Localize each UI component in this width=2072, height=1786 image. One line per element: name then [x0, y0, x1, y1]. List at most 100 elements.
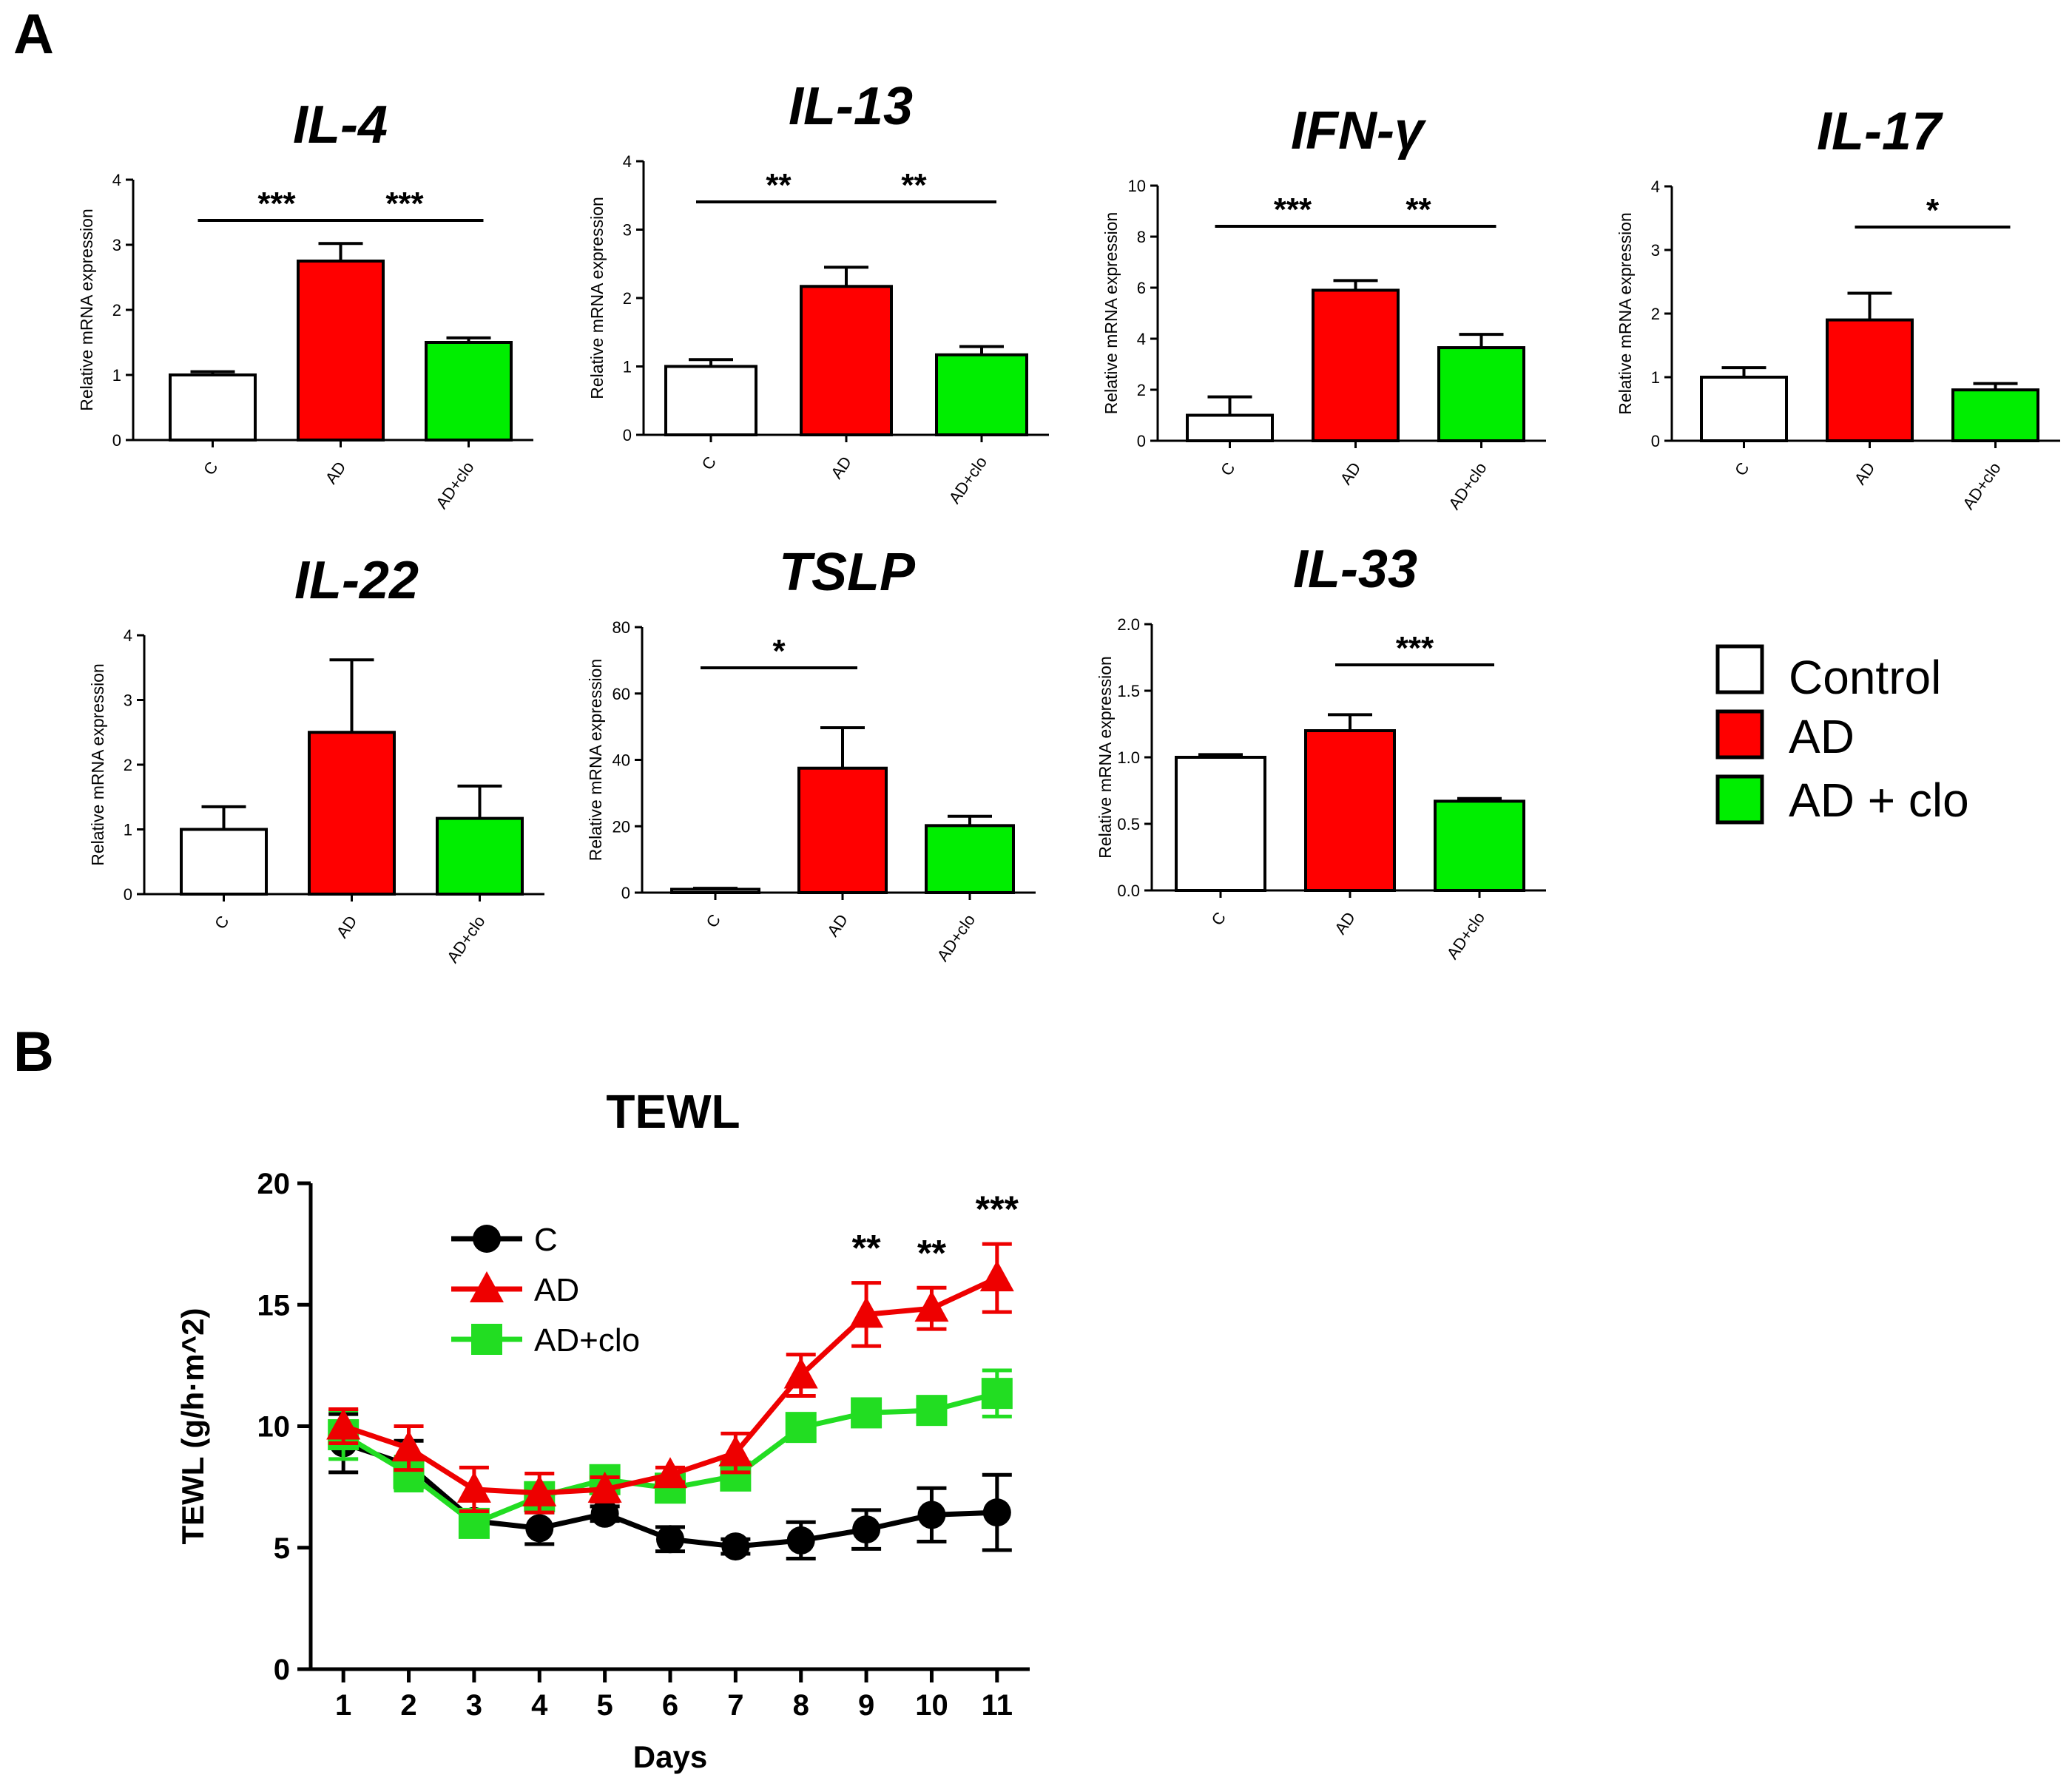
- data-point: [525, 1514, 554, 1543]
- data-point: [852, 1515, 881, 1544]
- x-tick-label: C: [200, 458, 222, 478]
- x-tick-label: AD+clo: [934, 911, 979, 965]
- y-tick-label: 2: [1651, 305, 1660, 323]
- y-tick-label: 80: [613, 618, 630, 637]
- bar-adclo: [925, 824, 1015, 895]
- y-tick-label: 1: [124, 821, 132, 839]
- data-point: [851, 1397, 883, 1429]
- y-tick-label: 4: [112, 171, 121, 189]
- x-tick-label: C: [698, 453, 721, 473]
- x-tick-label: 4: [531, 1689, 548, 1722]
- chart-title: TEWL: [606, 1085, 740, 1138]
- y-tick-label: 2: [112, 301, 121, 319]
- significance-label: ***: [976, 1188, 1019, 1230]
- bar-chart-il-4: IL-4 Relative mRNA expression 0 1 2 3 4 C AD AD+c…: [77, 95, 533, 512]
- bar-ad: [797, 766, 888, 894]
- bar-c: [1175, 756, 1266, 892]
- x-tick-label: 1: [335, 1689, 351, 1722]
- y-tick-label: 2: [1137, 381, 1146, 399]
- bar-adclo: [1434, 799, 1525, 893]
- bar-ad: [297, 260, 385, 442]
- bar-ad: [1826, 318, 1914, 442]
- significance-label: **: [901, 167, 927, 203]
- y-axis-label: Relative mRNA expression: [77, 209, 96, 411]
- x-tick-label: 5: [597, 1689, 613, 1722]
- y-tick-label: 4: [623, 152, 632, 171]
- y-tick-label: 2: [623, 289, 632, 308]
- chart-title: IL-13: [789, 77, 913, 136]
- data-point: [783, 1357, 818, 1389]
- line-legend: C AD AD+clo: [451, 1222, 640, 1359]
- data-point: [786, 1526, 815, 1555]
- x-tick-label: AD+clo: [1959, 459, 2005, 513]
- data-point: [656, 1525, 684, 1554]
- x-tick-label: 9: [858, 1689, 874, 1722]
- bar-adclo: [436, 816, 524, 896]
- x-tick-label: 3: [466, 1689, 482, 1722]
- x-tick-label: AD+clo: [1445, 459, 1491, 513]
- y-tick-label: 0: [623, 426, 632, 444]
- bar-chart-il-22: IL-22 Relative mRNA expression 0 1 2 3 4 C AD AD+…: [88, 551, 544, 966]
- y-tick-label: 1: [112, 366, 121, 385]
- significance-label: ***: [1396, 630, 1434, 666]
- y-tick-label: 0: [621, 884, 630, 902]
- y-axis-label: Relative mRNA expression: [1616, 212, 1635, 415]
- bar-chart-il-13: IL-13 Relative mRNA expression 0 1 2 3 4 C AD AD+…: [587, 77, 1049, 507]
- bar-ad: [1312, 288, 1400, 443]
- y-tick-label: 0: [1651, 432, 1660, 450]
- y-tick-label: 0: [124, 885, 132, 904]
- x-tick-label: AD: [1331, 909, 1359, 938]
- y-tick-label: 5: [274, 1532, 290, 1565]
- bar-chart-ifn-: IFN-γ Relative mRNA expression 0 2 4 6 8 10 C AD A…: [1101, 101, 1546, 513]
- data-point: [979, 1260, 1014, 1292]
- x-tick-label: AD+clo: [1443, 909, 1489, 963]
- y-axis-label: TEWL (g/h·m^2): [175, 1308, 210, 1544]
- y-tick-label: 15: [257, 1289, 291, 1322]
- legend-marker: [470, 1271, 504, 1302]
- y-tick-label: 3: [1651, 241, 1660, 260]
- x-tick-label: 8: [793, 1689, 809, 1722]
- legend-swatch-ad: [1715, 709, 1764, 760]
- data-point: [914, 1291, 949, 1322]
- y-tick-label: 2: [124, 756, 132, 774]
- y-tick-label: 0: [112, 431, 121, 450]
- x-tick-label: AD+clo: [945, 453, 991, 507]
- y-tick-label: 4: [124, 626, 132, 645]
- x-tick-label: AD: [1851, 459, 1879, 488]
- bar-chart-il-17: IL-17 Relative mRNA expression 0 1 2 3 4 C AD AD+…: [1616, 102, 2060, 513]
- bar-c: [664, 365, 757, 436]
- x-tick-label: AD: [333, 913, 361, 941]
- x-tick-label: AD: [823, 911, 851, 940]
- x-tick-label: 7: [727, 1689, 743, 1722]
- y-tick-label: 20: [613, 817, 630, 836]
- bar-ad: [800, 285, 893, 436]
- bar-adclo: [1951, 388, 2039, 443]
- data-point: [982, 1498, 1011, 1527]
- significance-label: **: [917, 1232, 946, 1273]
- y-tick-label: 0: [1137, 432, 1146, 450]
- x-tick-label: C: [1208, 908, 1230, 928]
- significance-label: ***: [257, 186, 296, 222]
- x-tick-label: AD+clo: [443, 913, 489, 967]
- y-axis-label: Relative mRNA expression: [1101, 212, 1121, 415]
- x-tick-label: AD: [322, 459, 350, 487]
- data-point: [849, 1296, 884, 1328]
- data-point: [653, 1457, 687, 1489]
- chart-title: IL-22: [294, 551, 419, 610]
- legend-swatch-adclo: [1715, 774, 1764, 825]
- x-tick-label: C: [703, 910, 725, 930]
- y-tick-label: 3: [112, 236, 121, 254]
- data-point: [456, 1471, 491, 1503]
- bar-charts: IL-4 Relative mRNA expression 0 1 2 3 4 C AD AD+c…: [77, 77, 2060, 966]
- chart-title: TSLP: [779, 543, 916, 602]
- y-axis-label: Relative mRNA expression: [1096, 656, 1115, 859]
- y-tick-label: 1.0: [1117, 748, 1140, 767]
- significance-label: *: [1926, 192, 1940, 229]
- legend-label-ad: AD: [1789, 710, 1855, 763]
- panel-label-a: A: [13, 3, 54, 66]
- bar-chart-tslp: TSLP Relative mRNA expression 0 20 40 60 80 C AD…: [586, 543, 1036, 964]
- legend-label: AD: [534, 1272, 579, 1308]
- significance-label: ***: [385, 186, 424, 222]
- x-tick-label: 11: [982, 1689, 1013, 1722]
- significance-label: **: [766, 167, 792, 203]
